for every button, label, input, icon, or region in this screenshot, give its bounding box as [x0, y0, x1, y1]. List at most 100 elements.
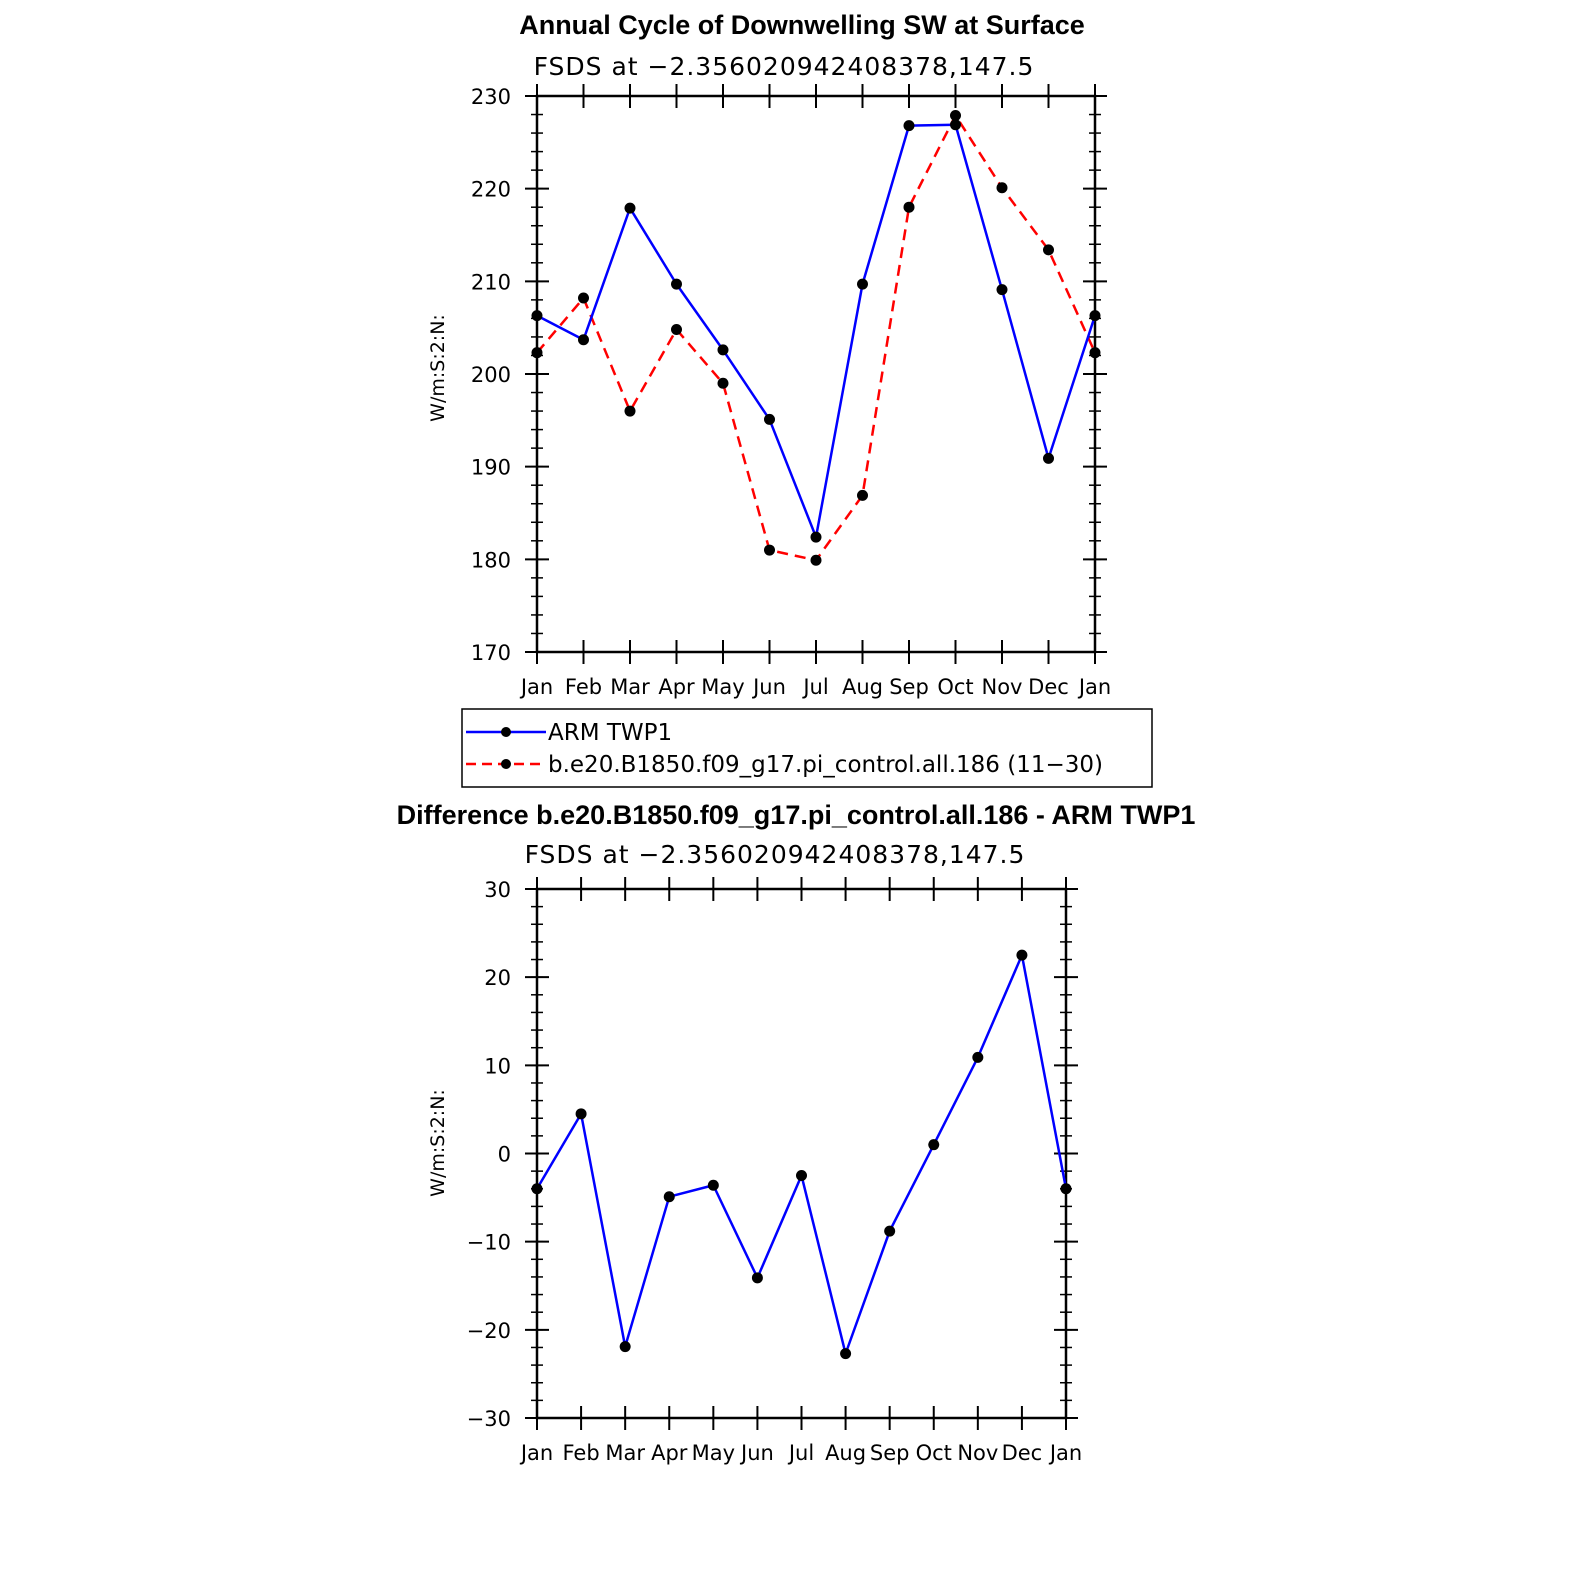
chart-subtitle: FSDS at −2.356020942408378,147.5: [534, 52, 1035, 81]
x-tick-label: Jan: [519, 675, 553, 699]
series-1-point: [671, 324, 682, 336]
axes: 230 220 210 200 190 180 170 Jan Feb Mar Apr May Jun J…: [471, 84, 1111, 699]
series-0-point: [717, 344, 729, 356]
series-1-point: [717, 377, 729, 389]
y-tick-label: −20: [467, 1319, 511, 1343]
y-tick-label: 220: [471, 178, 511, 202]
series-1-point: [624, 405, 636, 417]
legend: ARM TWP1 b.e20.B1850.f09_g17.pi_control.…: [461, 708, 1153, 788]
series-1-point: [950, 109, 961, 121]
series-0-point: [996, 284, 1008, 296]
x-tick-label: May: [701, 675, 744, 699]
x-tick-label: Sep: [889, 675, 929, 699]
series-0-point: [578, 334, 589, 346]
plot-frame: [535, 94, 1097, 654]
x-tick-label: Mar: [605, 1441, 645, 1465]
series-1-point: [1043, 244, 1054, 256]
series-0-point: [751, 1272, 763, 1284]
series-0-point: [903, 120, 915, 132]
x-tick-label: Apr: [658, 675, 695, 699]
legend-item-model: b.e20.B1850.f09_g17.pi_control.all.186 (…: [466, 752, 1103, 778]
x-tick-label: Jan: [519, 1441, 553, 1465]
x-tick-label: Oct: [937, 675, 973, 699]
x-tick-label: Jun: [739, 1441, 774, 1465]
series-0-point: [950, 119, 961, 131]
series-0-point: [1043, 452, 1054, 464]
series-0-point: [1089, 310, 1101, 322]
y-tick-label: 170: [471, 641, 511, 665]
y-tick-label: 190: [471, 456, 511, 480]
x-tick-label: Feb: [562, 1441, 599, 1465]
series-line-1: [536, 114, 1097, 562]
annual-cycle-chart: Annual Cycle of Downwelling SW at Surfac…: [427, 10, 1153, 788]
series-0-point: [663, 1191, 675, 1203]
chart-title: Difference b.e20.B1850.f09_g17.pi_contro…: [397, 800, 1196, 830]
series-0-point: [671, 278, 682, 290]
series-1-point: [1089, 347, 1101, 359]
plot-lines: [531, 109, 1101, 566]
series-1-point: [764, 544, 775, 556]
x-tick-label: Dec: [1002, 1441, 1043, 1465]
series-line-0: [536, 123, 1097, 539]
series-1-point: [578, 292, 589, 304]
x-tick-label: Sep: [870, 1441, 910, 1465]
axes: 30 20 10 0 −10 −20 −30 Jan Feb Mar Apr May Jun Jul Aug…: [467, 877, 1082, 1465]
series-0-point: [1016, 949, 1028, 961]
series-0-point: [531, 1183, 543, 1195]
x-tick-label: Jul: [801, 675, 828, 699]
x-tick-label: Aug: [842, 675, 883, 699]
series-0-point: [857, 278, 868, 290]
series-0-point: [1060, 1183, 1072, 1195]
legend-marker-arm-twp1: [501, 727, 511, 737]
series-0-point: [810, 531, 822, 543]
x-tick-label: Jul: [787, 1441, 814, 1465]
chart-subtitle: FSDS at −2.356020942408378,147.5: [525, 840, 1026, 869]
difference-chart: Difference b.e20.B1850.f09_g17.pi_contro…: [397, 800, 1196, 1465]
y-tick-label: 210: [471, 270, 511, 294]
legend-item-arm-twp1: ARM TWP1: [466, 720, 672, 746]
series-0-point: [840, 1348, 852, 1360]
x-tick-label: Aug: [825, 1441, 866, 1465]
x-tick-label: Oct: [916, 1441, 952, 1465]
series-0-point: [707, 1179, 719, 1191]
series-0-point: [624, 202, 636, 214]
y-axis-label: W/m:S:2:N:: [427, 1089, 449, 1197]
x-tick-label: Nov: [982, 675, 1023, 699]
x-tick-label: Jan: [1048, 1441, 1082, 1465]
y-axis-label: W/m:S:2:N:: [427, 314, 449, 422]
chart-title: Annual Cycle of Downwelling SW at Surfac…: [519, 10, 1085, 40]
x-tick-label: Jan: [1077, 675, 1111, 699]
y-tick-label: 0: [498, 1143, 511, 1167]
series-0-point: [575, 1108, 587, 1120]
series-line-0: [535, 953, 1068, 1355]
y-tick-label: 20: [484, 966, 511, 990]
plot-frame: [535, 887, 1068, 1420]
series-0-point: [884, 1225, 896, 1237]
x-tick-label: Feb: [565, 675, 602, 699]
y-tick-label: 10: [484, 1054, 511, 1078]
legend-marker-model: [501, 759, 511, 769]
series-1-point: [810, 554, 822, 566]
y-tick-label: −10: [467, 1231, 511, 1255]
series-1-point: [903, 201, 915, 213]
x-tick-label: May: [692, 1441, 735, 1465]
legend-box: [461, 708, 1153, 788]
series-0-point: [928, 1139, 940, 1151]
plot-lines: [531, 949, 1072, 1360]
series-0-point: [764, 413, 775, 425]
y-tick-label: 30: [484, 878, 511, 902]
legend-label-model: b.e20.B1850.f09_g17.pi_control.all.186 (…: [548, 752, 1103, 778]
x-tick-label: Dec: [1028, 675, 1069, 699]
y-tick-label: −30: [467, 1407, 511, 1431]
x-tick-label: Jun: [751, 675, 786, 699]
series-0-point: [796, 1170, 807, 1182]
series-1-point: [857, 489, 868, 501]
x-tick-label: Apr: [651, 1441, 688, 1465]
y-tick-label: 180: [471, 548, 511, 572]
series-1-point: [531, 347, 543, 359]
series-0-point: [531, 310, 543, 322]
x-tick-label: Nov: [957, 1441, 998, 1465]
series-0-point: [619, 1341, 631, 1353]
y-tick-label: 200: [471, 363, 511, 387]
